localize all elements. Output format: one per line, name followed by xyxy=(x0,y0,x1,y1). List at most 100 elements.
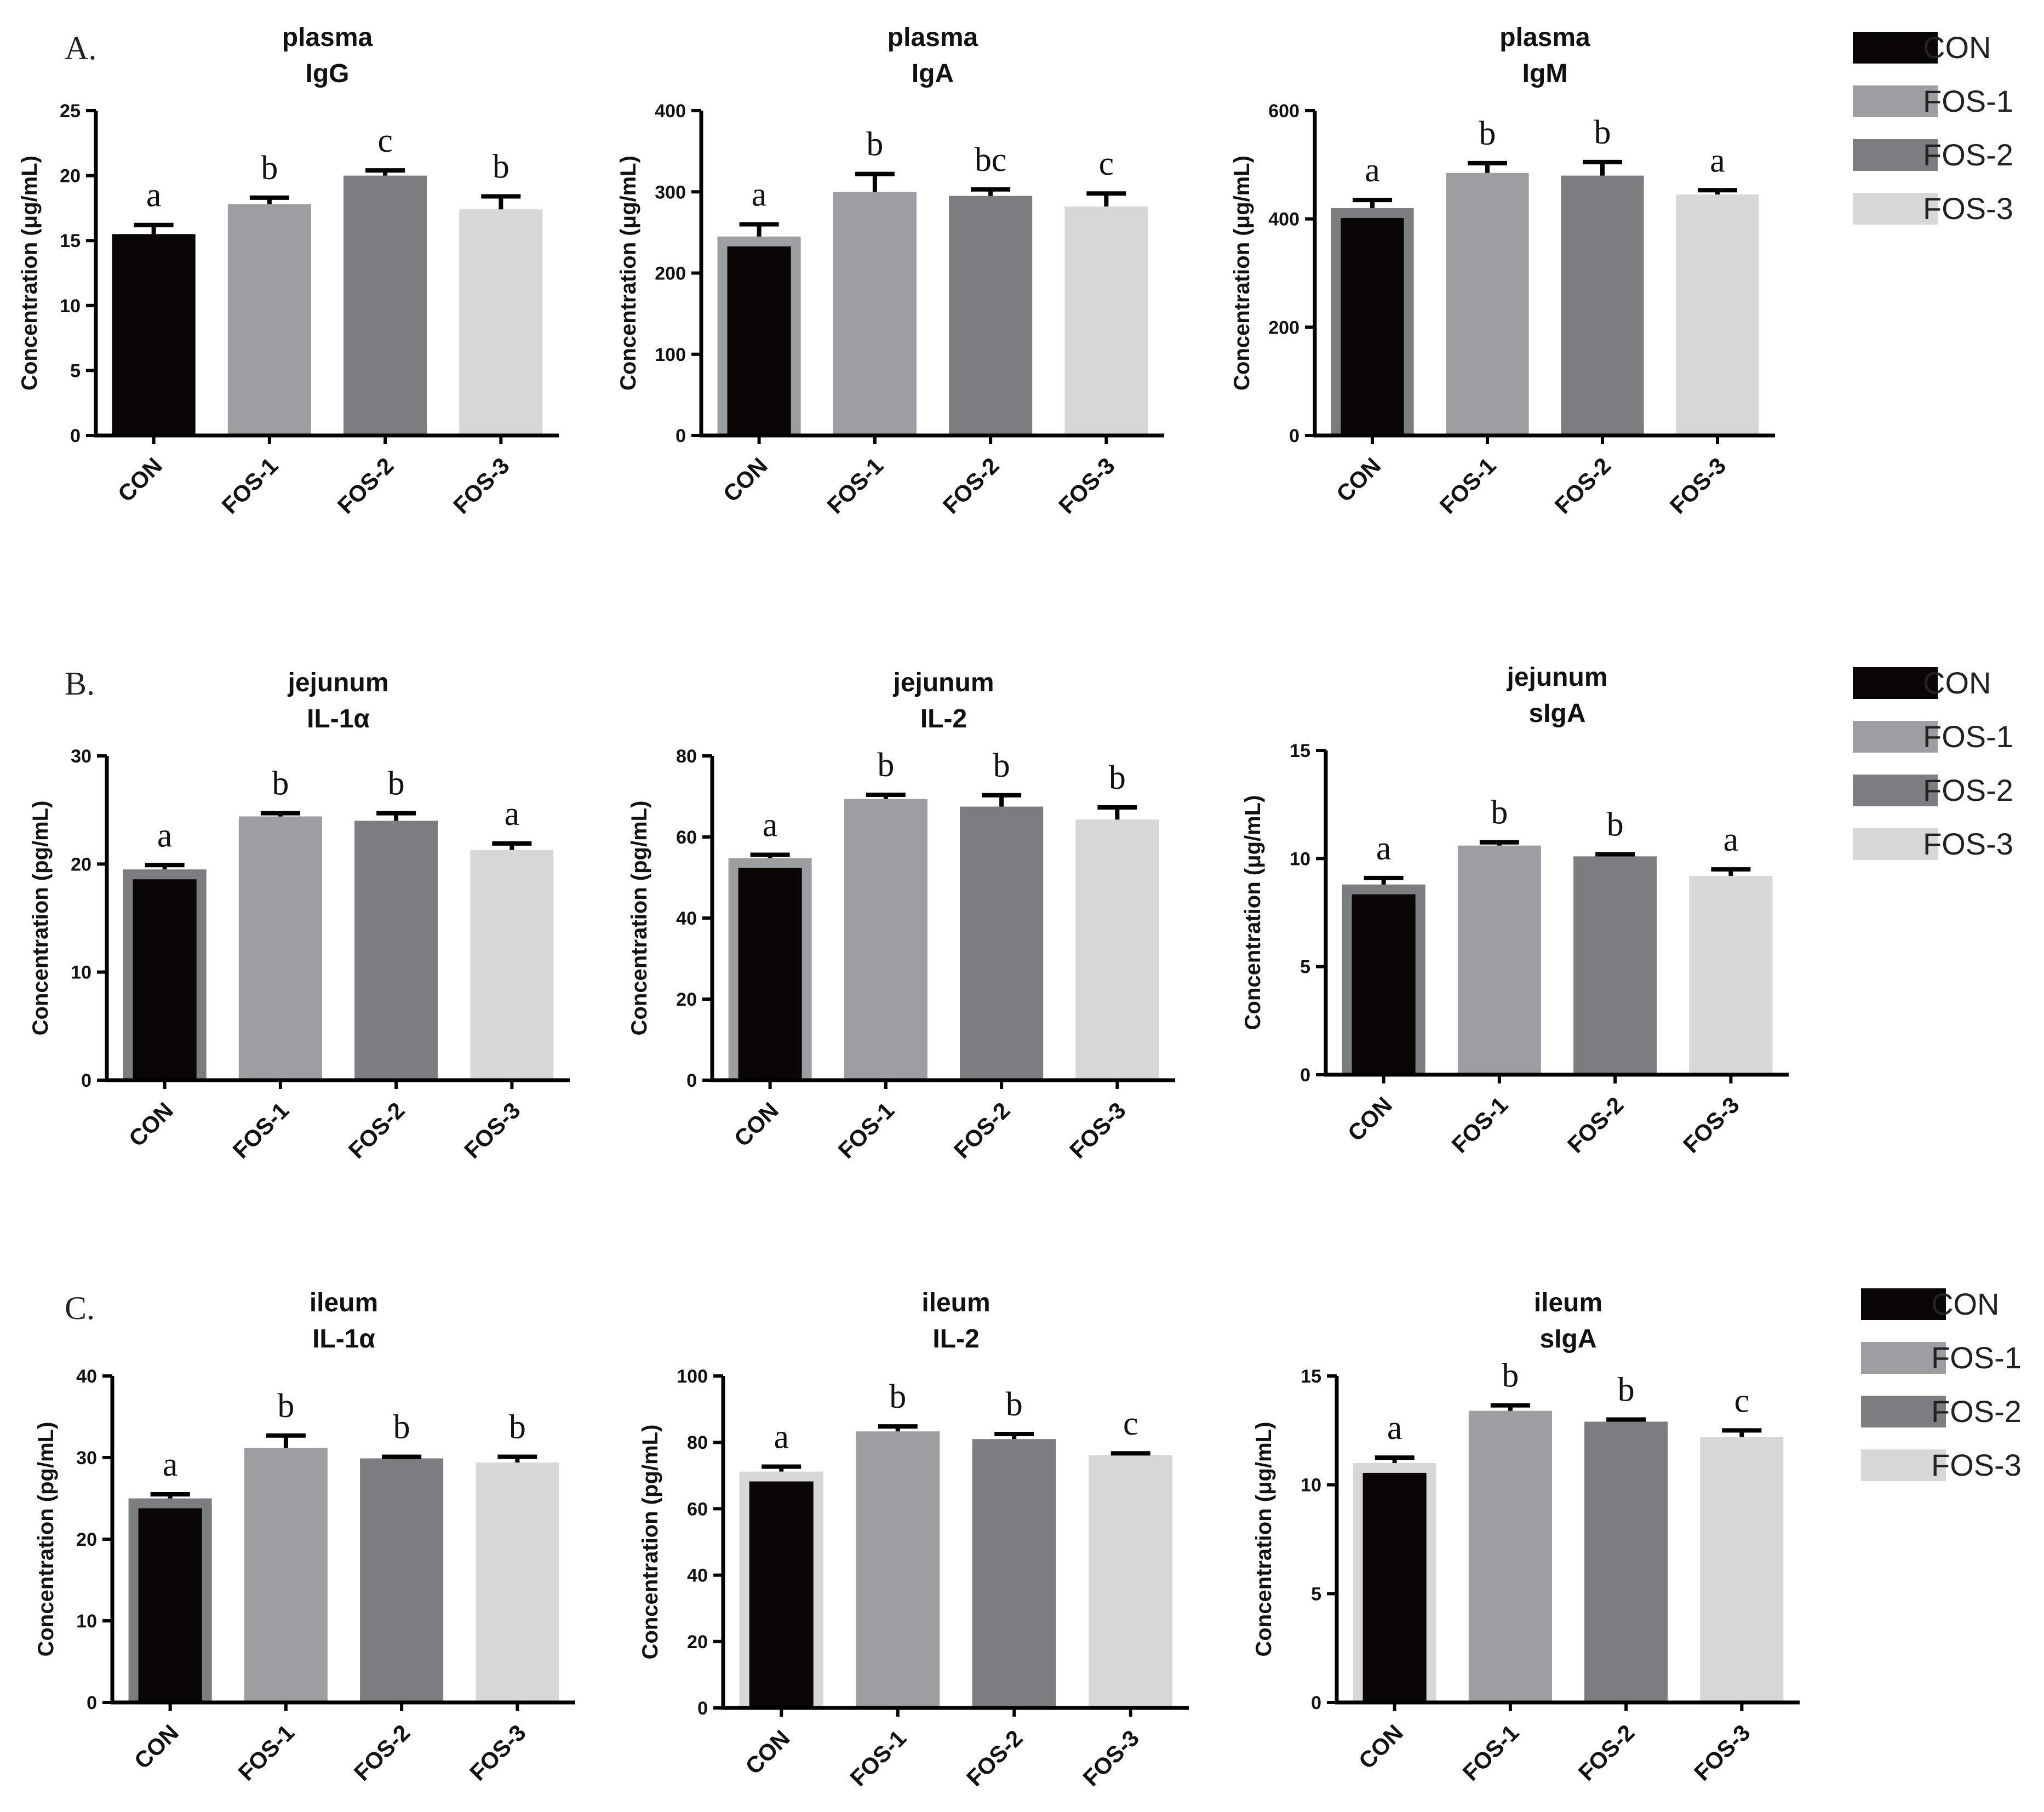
legend-row-b: CON FOS-1 FOS-2 FOS-3 xyxy=(1853,666,2013,861)
bar xyxy=(1584,1421,1668,1702)
category-label: FOS-2 xyxy=(938,452,1004,519)
significance-label: a xyxy=(1387,1409,1402,1447)
bar xyxy=(244,1448,328,1702)
category-label: FOS-3 xyxy=(1689,1719,1755,1786)
legend-label-fos3: FOS-3 xyxy=(1923,827,2013,861)
legend-label-fos1: FOS-1 xyxy=(1923,84,2013,118)
significance-label: b xyxy=(277,1387,294,1425)
panel-label-a: A. xyxy=(65,30,96,66)
chart-title: jejunum xyxy=(1506,663,1607,692)
significance-label: b xyxy=(1607,806,1624,843)
legend-swatch-fos3 xyxy=(1853,828,1938,860)
y-tick-label: 10 xyxy=(1301,1475,1321,1496)
significance-label: bc xyxy=(975,141,1007,179)
bar xyxy=(1676,194,1759,435)
significance-label: b xyxy=(493,148,509,186)
y-tick-label: 30 xyxy=(76,1448,97,1469)
legend-swatch-con xyxy=(1861,1288,1946,1320)
legend-swatch-fos3 xyxy=(1861,1449,1946,1481)
bar xyxy=(949,196,1033,435)
y-tick-label: 600 xyxy=(1268,101,1299,122)
significance-label: b xyxy=(993,747,1010,784)
y-axis-label: Concentration (μg/mL) xyxy=(18,156,42,391)
y-tick-label: 0 xyxy=(70,426,81,446)
y-tick-label: 100 xyxy=(677,1366,708,1387)
y-tick-label: 80 xyxy=(676,746,697,767)
bar xyxy=(122,244,186,435)
bar xyxy=(972,1439,1056,1708)
significance-label: a xyxy=(774,1418,789,1455)
category-label: FOS-2 xyxy=(333,452,399,519)
y-tick-label: 200 xyxy=(1268,317,1299,338)
category-label: CON xyxy=(718,452,772,507)
chart-7: ileum IL-2 a CON b FOS-1 b FOS-2 c FOS-3 0 20 40 60 80… xyxy=(638,1288,1189,1791)
bar xyxy=(727,246,791,435)
significance-label: b xyxy=(272,765,289,802)
y-axis-label: Concentration (pg/mL) xyxy=(638,1425,662,1660)
significance-label: a xyxy=(505,795,520,833)
bar xyxy=(343,175,427,435)
legend-swatch-fos2 xyxy=(1853,139,1938,171)
category-label: FOS-3 xyxy=(459,1097,525,1163)
bar xyxy=(227,204,311,435)
y-tick-label: 15 xyxy=(60,231,81,251)
significance-label: a xyxy=(1710,142,1725,179)
bar xyxy=(1689,875,1773,1075)
category-label: CON xyxy=(113,452,167,507)
y-tick-label: 15 xyxy=(1290,741,1310,761)
chart-title: jejunum xyxy=(287,668,388,697)
significance-label: b xyxy=(1006,1386,1023,1423)
y-axis-label: Concentration (pg/mL) xyxy=(34,1422,58,1657)
legend-label-fos2: FOS-2 xyxy=(1923,137,2013,172)
y-tick-label: 5 xyxy=(1311,1584,1321,1604)
legend-swatch-fos3 xyxy=(1853,193,1938,225)
category-label: FOS-2 xyxy=(343,1097,410,1163)
significance-label: b xyxy=(393,1409,410,1446)
bar xyxy=(1089,1455,1173,1708)
bar xyxy=(960,806,1044,1080)
bar xyxy=(138,1508,202,1702)
bar xyxy=(360,1458,444,1702)
y-tick-label: 0 xyxy=(87,1693,97,1713)
y-tick-label: 15 xyxy=(1301,1366,1321,1387)
legend-label-fos1: FOS-1 xyxy=(1923,719,2013,754)
y-axis-label: Concentration (pg/mL) xyxy=(627,801,651,1036)
significance-label: a xyxy=(763,807,778,844)
y-tick-label: 20 xyxy=(687,1632,708,1653)
category-label: FOS-1 xyxy=(833,1097,900,1163)
significance-label: b xyxy=(1594,114,1611,151)
category-label: FOS-3 xyxy=(1678,1092,1744,1158)
bar xyxy=(238,816,322,1080)
category-label: FOS-2 xyxy=(1562,1092,1629,1158)
panel-label-b: B. xyxy=(65,666,95,702)
category-label: FOS-1 xyxy=(233,1719,300,1786)
bar xyxy=(459,209,543,435)
significance-label: b xyxy=(509,1409,526,1446)
chart-title: ileum xyxy=(921,1288,990,1317)
y-tick-label: 60 xyxy=(687,1499,708,1519)
legend-label-con: CON xyxy=(1923,30,1991,65)
y-axis-label: Concentration (μg/mL) xyxy=(1230,156,1254,391)
bar xyxy=(749,1481,814,1708)
legend-swatch-fos1 xyxy=(1853,85,1938,117)
bar xyxy=(844,799,927,1080)
significance-label: c xyxy=(1123,1405,1138,1442)
significance-label: b xyxy=(1109,759,1126,796)
bar xyxy=(1362,1472,1427,1702)
significance-label: b xyxy=(388,765,405,802)
y-tick-label: 40 xyxy=(687,1566,708,1586)
bar xyxy=(1341,217,1404,435)
y-tick-label: 10 xyxy=(60,296,81,317)
category-label: FOS-3 xyxy=(1665,452,1731,519)
y-tick-label: 10 xyxy=(1290,848,1310,869)
significance-label: a xyxy=(752,176,767,214)
bar xyxy=(1457,845,1541,1075)
y-tick-label: 400 xyxy=(655,101,686,122)
category-label: FOS-3 xyxy=(1064,1097,1131,1163)
category-label: FOS-1 xyxy=(1458,1719,1524,1786)
chart-4: jejunum IL-2 a CON b FOS-1 b FOS-2 b FOS-3 0 20 40 60… xyxy=(627,668,1175,1163)
category-label: FOS-1 xyxy=(228,1097,294,1163)
chart-title: jejunum xyxy=(892,668,994,697)
category-label: FOS-2 xyxy=(1550,452,1616,519)
legend-label-con: CON xyxy=(1931,1287,1999,1321)
